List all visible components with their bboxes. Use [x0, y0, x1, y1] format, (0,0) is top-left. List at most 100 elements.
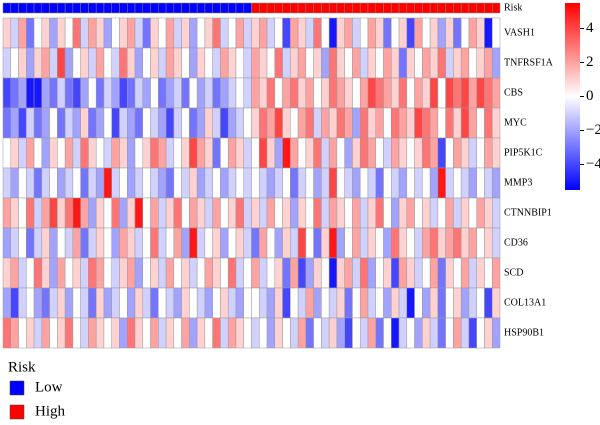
- heatmap-cell: [212, 17, 221, 49]
- heatmap-cell: [26, 47, 35, 79]
- heatmap-cell: [282, 257, 291, 289]
- heatmap-cell: [305, 47, 314, 79]
- annotation-cell: [127, 2, 136, 14]
- annotation-cell: [484, 2, 493, 14]
- row-label: VASH1: [504, 27, 535, 38]
- heatmap-cell: [321, 137, 330, 169]
- heatmap-cell: [189, 107, 198, 139]
- heatmap-cell: [383, 137, 392, 169]
- annotation-cell: [414, 2, 423, 14]
- annotation-cell: [204, 2, 213, 14]
- heatmap-cell: [64, 107, 74, 139]
- heatmap-cell: [127, 77, 136, 109]
- heatmap-cell: [352, 257, 361, 289]
- heatmap-cell: [266, 287, 276, 319]
- heatmap-cell: [321, 47, 330, 79]
- heatmap-cell: [111, 257, 120, 289]
- heatmap-cell: [41, 197, 50, 229]
- heatmap-cell: [460, 47, 470, 79]
- heatmap-cell: [80, 287, 89, 319]
- heatmap-cell: [64, 77, 74, 109]
- heatmap-cell: [328, 137, 338, 169]
- heatmap-cell: [196, 287, 206, 319]
- heatmap-cell: [103, 287, 112, 319]
- heatmap-cell: [321, 77, 330, 109]
- heatmap-cell: [150, 287, 159, 319]
- heatmap-cell: [476, 47, 485, 79]
- heatmap-cell: [305, 167, 314, 199]
- heatmap-cell: [72, 227, 81, 259]
- heatmap-cell: [103, 107, 112, 139]
- heatmap-cell: [468, 137, 477, 169]
- heatmap-cell: [305, 287, 314, 319]
- heatmap-cell: [95, 47, 105, 79]
- heatmap-cell: [367, 107, 376, 139]
- heatmap-cell: [359, 197, 369, 229]
- heatmap-cell: [220, 317, 229, 349]
- heatmap-cell: [10, 17, 19, 49]
- heatmap-cell: [80, 317, 89, 349]
- heatmap-cell: [165, 137, 175, 169]
- heatmap-cell: [57, 317, 66, 349]
- heatmap-cell: [127, 287, 136, 319]
- heatmap-cell: [119, 107, 128, 139]
- heatmap-cell: [336, 167, 345, 199]
- heatmap-cell: [142, 287, 151, 319]
- heatmap-cell: [72, 197, 81, 229]
- heatmap-cell: [460, 287, 470, 319]
- heatmap-cell: [134, 197, 144, 229]
- heatmap-cell: [189, 227, 198, 259]
- heatmap-cell: [142, 137, 151, 169]
- heatmap-cell: [158, 77, 167, 109]
- heatmap-cell: [251, 137, 260, 169]
- heatmap-cell: [127, 227, 136, 259]
- heatmap-cell: [103, 167, 112, 199]
- heatmap-cell: [235, 257, 244, 289]
- heatmap-cell: [313, 197, 322, 229]
- heatmap-cell: [367, 317, 376, 349]
- heatmap-cell: [251, 317, 260, 349]
- heatmap-cell: [344, 287, 353, 319]
- heatmap-cell: [344, 317, 353, 349]
- heatmap-cell: [422, 47, 431, 79]
- heatmap-cell: [173, 317, 182, 349]
- heatmap-cell: [429, 47, 439, 79]
- heatmap-cell: [414, 317, 423, 349]
- heatmap-cell: [375, 227, 384, 259]
- heatmap-cell: [305, 197, 314, 229]
- annotation-cell: [468, 2, 477, 14]
- heatmap-cell: [437, 77, 446, 109]
- heatmap-cell: [127, 137, 136, 169]
- heatmap-cell: [313, 167, 322, 199]
- heatmap-cell: [212, 317, 221, 349]
- row-label: CD36: [504, 237, 528, 248]
- heatmap-cell: [297, 47, 307, 79]
- heatmap-cell: [437, 257, 446, 289]
- heatmap-cell: [274, 17, 283, 49]
- heatmap-cell: [72, 77, 81, 109]
- heatmap-cell: [282, 17, 291, 49]
- heatmap-cell: [165, 167, 175, 199]
- heatmap-cell: [10, 137, 19, 169]
- heatmap-cell: [95, 17, 105, 49]
- annotation-cell: [235, 2, 244, 14]
- heatmap-cell: [150, 227, 159, 259]
- heatmap-cell: [196, 197, 206, 229]
- heatmap-cell: [111, 167, 120, 199]
- heatmap-cell: [266, 227, 276, 259]
- legend-swatch: [9, 380, 25, 396]
- heatmap-cell: [57, 137, 66, 169]
- heatmap-cell: [328, 197, 338, 229]
- heatmap-cell: [95, 317, 105, 349]
- annotation-cell: [321, 2, 330, 14]
- annotation-cell: [305, 2, 314, 14]
- heatmap-cell: [196, 137, 206, 169]
- heatmap-cell: [367, 137, 376, 169]
- annotation-cell: [18, 2, 27, 14]
- heatmap-cell: [468, 257, 477, 289]
- heatmap-cell: [437, 317, 446, 349]
- heatmap-cell: [352, 17, 361, 49]
- annotation-cell: [142, 2, 151, 14]
- heatmap-cell: [80, 17, 89, 49]
- heatmap-cell: [274, 227, 283, 259]
